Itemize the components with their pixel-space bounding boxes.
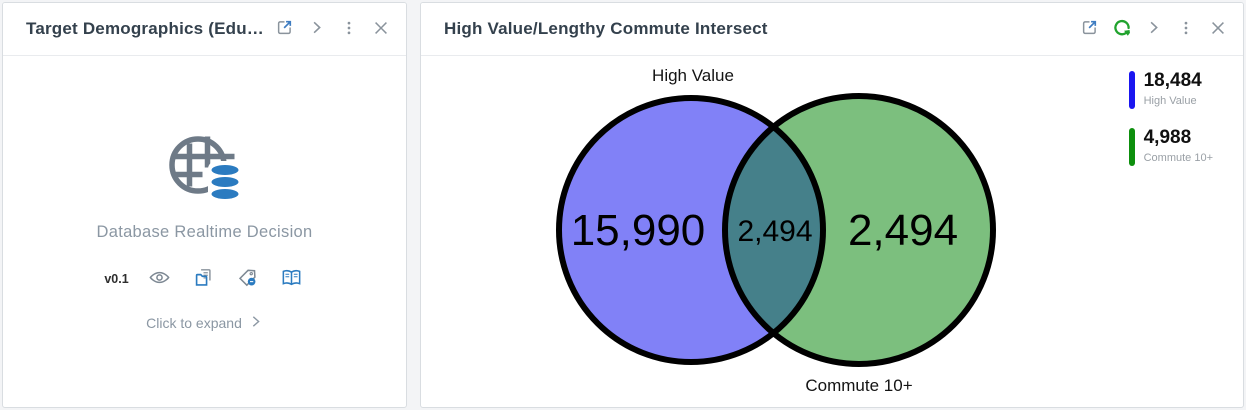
legend-item-commute[interactable]: 4,988 Commute 10+ [1128,127,1213,171]
external-link-icon [1079,17,1100,41]
panel-header: High Value/Lengthy Commute Intersect [421,3,1243,56]
venn-intersection-region[interactable] [725,96,993,364]
venn-diagram: 15,990 2,494 2,494 High Value Commute 10… [556,66,996,395]
panel-menu-button[interactable] [335,16,362,43]
expand-panel-button[interactable] [1140,16,1167,43]
tag-button[interactable] [234,266,261,293]
venn-label-commute: Commute 10+ [805,376,912,395]
refresh-icon [1111,17,1133,42]
panel-title: Target Demographics (Edu… [26,19,264,38]
copy-document-icon [192,266,215,292]
panel-title: High Value/Lengthy Commute Intersect [444,19,768,38]
header-actions [1076,16,1231,43]
legend-item-high-value[interactable]: 18,484 High Value [1128,70,1213,114]
venn-circle-outline [722,93,996,367]
expand-label: Click to expand [146,314,242,331]
legend-label: Commute 10+ [1143,151,1213,164]
tag-icon [236,266,259,292]
version-badge: v0.1 [104,272,129,286]
external-link-icon [274,17,295,41]
venn-circle-outline [556,95,826,365]
eye-icon [148,266,171,292]
kebab-menu-icon [1177,19,1195,40]
chevron-right-icon [307,18,326,40]
venn-legend: 18,484 High Value 4,988 Commute 10+ [1128,70,1213,171]
panel-header: Target Demographics (Edu… [3,3,406,56]
click-to-expand-link[interactable]: Click to expand [146,314,263,332]
legend-value: 18,484 [1143,70,1202,91]
node-name: Database Realtime Decision [96,222,313,241]
close-panel-button[interactable] [1204,16,1231,43]
legend-swatch-high-value [1128,71,1135,114]
chevron-right-icon [1144,18,1163,40]
legend-swatch-commute [1128,128,1135,171]
node-meta-row: v0.1 [104,266,304,293]
chevron-right-icon [248,314,263,332]
copy-button[interactable] [190,266,217,293]
close-icon [1208,18,1228,41]
docs-button[interactable] [278,266,305,293]
venn-value-high-value-exclusive: 15,990 [571,206,706,255]
venn-value-intersection: 2,494 [737,215,812,248]
kebab-menu-icon [340,19,358,40]
panel-venn-intersect: High Value/Lengthy Commute Intersect [420,2,1244,408]
refresh-button[interactable] [1108,16,1135,43]
expand-panel-button[interactable] [303,16,330,43]
venn-value-commute-exclusive: 2,494 [848,206,958,255]
close-icon [371,18,391,41]
open-external-button[interactable] [271,16,298,43]
panel-target-demographics: Target Demographics (Edu… [2,2,407,408]
legend-label: High Value [1143,94,1197,107]
header-actions [271,16,394,43]
node-card-body: Database Realtime Decision v0.1 [3,56,406,407]
panel-menu-button[interactable] [1172,16,1199,43]
legend-value: 4,988 [1143,127,1192,148]
venn-label-high-value: High Value [652,66,734,85]
close-panel-button[interactable] [367,16,394,43]
view-button[interactable] [146,266,173,293]
database-globe-icon [166,132,244,207]
book-icon [280,266,303,292]
open-external-button[interactable] [1076,16,1103,43]
